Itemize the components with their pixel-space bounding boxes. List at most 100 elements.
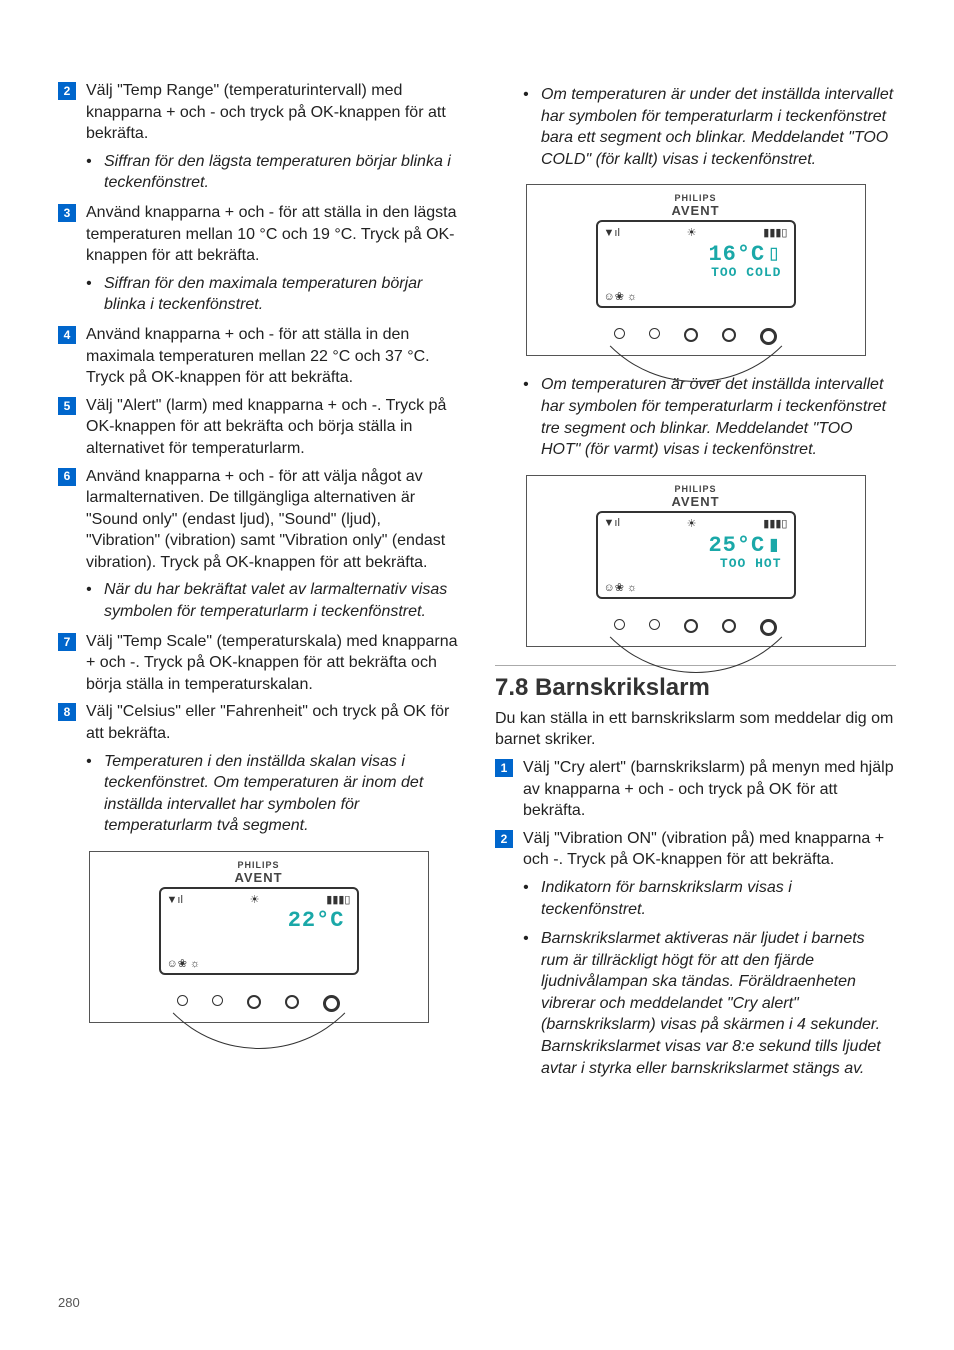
sun-icon: ☀ xyxy=(687,517,697,530)
bullet-icon: • xyxy=(86,151,104,194)
battery-icon: ▮▮▮▯ xyxy=(763,517,787,530)
step-number-badge: 1 xyxy=(495,759,513,777)
step-number-badge: 2 xyxy=(495,830,513,848)
device-1: PHILIPS AVENT ▼ıl ☀ ▮▮▮▯ 22°C ☺❀ ☼ xyxy=(159,860,359,1012)
sub-bullet-item: •Indikatorn för barnskrikslarm visas i t… xyxy=(523,877,896,920)
brand-philips: PHILIPS xyxy=(159,860,359,870)
signal-icon: ▼ıl xyxy=(604,227,620,239)
step-number-badge: 6 xyxy=(58,468,76,486)
list-item: 3 Använd knapparna + och - för att ställa… xyxy=(58,202,459,267)
list-item: 2 Välj "Vibration ON" (vibration på) med … xyxy=(495,828,896,871)
step-text: Välj "Cry alert" (barnskrikslarm) på men… xyxy=(523,757,896,822)
screen-icons: ☺❀ ☼ xyxy=(167,957,201,970)
device-button[interactable] xyxy=(177,995,188,1006)
step-number-badge: 4 xyxy=(58,326,76,344)
temp-message: TOO COLD xyxy=(604,265,782,280)
sub-text: Siffran för den lägsta temperaturen börj… xyxy=(104,151,459,194)
device-buttons xyxy=(159,995,359,1012)
sub-bullet-item: •Om temperaturen är under det inställda … xyxy=(523,84,896,170)
device-button[interactable] xyxy=(684,619,698,633)
list-item: 7 Välj "Temp Scale" (temperaturskala) med… xyxy=(58,631,459,696)
sub-bullet-item: •Siffran för den lägsta temperaturen bör… xyxy=(86,151,459,194)
brand-philips: PHILIPS xyxy=(596,484,796,494)
list-item: 5 Välj "Alert" (larm) med knapparna + och… xyxy=(58,395,459,460)
step-text: Använd knapparna + och - för att ställa … xyxy=(86,324,459,389)
temp-message: TOO HOT xyxy=(604,556,782,571)
screen-icons: ☺❀ ☼ xyxy=(604,581,638,594)
device-button[interactable] xyxy=(285,995,299,1009)
step-text: Använd knapparna + och - för att ställa … xyxy=(86,202,459,267)
page-number: 280 xyxy=(58,1295,80,1310)
page-columns: 2 Välj "Temp Range" (temperaturintervall)… xyxy=(58,80,896,1087)
list-item: 6 Använd knapparna + och - för att välja … xyxy=(58,466,459,574)
device-button[interactable] xyxy=(722,619,736,633)
sub-text: Temperaturen i den inställda skalan visa… xyxy=(104,751,459,837)
step-text: Välj "Temp Scale" (temperaturskala) med … xyxy=(86,631,459,696)
step-number-badge: 8 xyxy=(58,703,76,721)
step-number-badge: 2 xyxy=(58,82,76,100)
device-figure-1: PHILIPS AVENT ▼ıl ☀ ▮▮▮▯ 22°C ☺❀ ☼ xyxy=(89,851,429,1023)
brand-philips: PHILIPS xyxy=(596,193,796,203)
step-text: Välj "Temp Range" (temperaturintervall) … xyxy=(86,80,459,145)
brand-avent: AVENT xyxy=(596,494,796,509)
temp-value: 25°C▮ xyxy=(604,532,782,558)
step-text: Välj "Alert" (larm) med knapparna + och … xyxy=(86,395,459,460)
step-number-badge: 3 xyxy=(58,204,76,222)
device-button[interactable] xyxy=(212,995,223,1006)
device-screen: ▼ıl ☀ ▮▮▮▯ 22°C ☺❀ ☼ xyxy=(159,887,359,975)
device-2: PHILIPS AVENT ▼ıl ☀ ▮▮▮▯ 16°C▯ TOO COLD … xyxy=(596,193,796,345)
sub-text: Om temperaturen är över det inställda in… xyxy=(541,374,896,460)
sub-text: Siffran för den maximala temperaturen bö… xyxy=(104,273,459,316)
sub-text: Om temperaturen är under det inställda i… xyxy=(541,84,896,170)
step-text: Välj "Celsius" eller "Fahrenheit" och tr… xyxy=(86,701,459,744)
device-button[interactable] xyxy=(684,328,698,342)
signal-icon: ▼ıl xyxy=(167,894,183,906)
bullet-icon: • xyxy=(86,273,104,316)
device-3: PHILIPS AVENT ▼ıl ☀ ▮▮▮▯ 25°C▮ TOO HOT ☺… xyxy=(596,484,796,636)
step-number-badge: 5 xyxy=(58,397,76,415)
temp-value: 16°C▯ xyxy=(604,241,782,267)
list-item: 4 Använd knapparna + och - för att ställa… xyxy=(58,324,459,389)
left-column: 2 Välj "Temp Range" (temperaturintervall)… xyxy=(58,80,459,1087)
list-item: 1 Välj "Cry alert" (barnskrikslarm) på me… xyxy=(495,757,896,822)
device-button[interactable] xyxy=(614,619,625,630)
device-buttons xyxy=(596,619,796,636)
bullet-icon: • xyxy=(523,877,541,920)
device-button[interactable] xyxy=(722,328,736,342)
device-button[interactable] xyxy=(614,328,625,339)
sub-bullet-item: •Om temperaturen är över det inställda i… xyxy=(523,374,896,460)
step-number-badge: 7 xyxy=(58,633,76,651)
battery-icon: ▮▮▮▯ xyxy=(326,893,350,906)
step-text: Använd knapparna + och - för att välja n… xyxy=(86,466,459,574)
section-intro: Du kan ställa in ett barnskrikslarm som … xyxy=(495,708,896,751)
bullet-icon: • xyxy=(86,751,104,837)
screen-icons: ☺❀ ☼ xyxy=(604,290,638,303)
bullet-icon: • xyxy=(523,84,541,170)
device-button[interactable] xyxy=(760,328,777,345)
device-buttons xyxy=(596,328,796,345)
device-screen: ▼ıl ☀ ▮▮▮▯ 16°C▯ TOO COLD ☺❀ ☼ xyxy=(596,220,796,308)
sub-text: När du har bekräftat valet av larmaltern… xyxy=(104,579,459,622)
section-heading: 7.8 Barnskrikslarm xyxy=(495,665,896,702)
device-figure-2: PHILIPS AVENT ▼ıl ☀ ▮▮▮▯ 16°C▯ TOO COLD … xyxy=(526,184,866,356)
device-screen: ▼ıl ☀ ▮▮▮▯ 25°C▮ TOO HOT ☺❀ ☼ xyxy=(596,511,796,599)
device-figure-3: PHILIPS AVENT ▼ıl ☀ ▮▮▮▯ 25°C▮ TOO HOT ☺… xyxy=(526,475,866,647)
sub-bullet-item: •Siffran för den maximala temperaturen b… xyxy=(86,273,459,316)
sub-bullet-item: •När du har bekräftat valet av larmalter… xyxy=(86,579,459,622)
list-item: 2 Välj "Temp Range" (temperaturintervall)… xyxy=(58,80,459,145)
bullet-icon: • xyxy=(523,374,541,460)
sub-text: Indikatorn för barnskrikslarm visas i te… xyxy=(541,877,896,920)
list-item: 8 Välj "Celsius" eller "Fahrenheit" och t… xyxy=(58,701,459,744)
device-button[interactable] xyxy=(649,619,660,630)
brand-avent: AVENT xyxy=(159,870,359,885)
device-button[interactable] xyxy=(323,995,340,1012)
sub-bullet-item: •Temperaturen i den inställda skalan vis… xyxy=(86,751,459,837)
sub-text: Barnskrikslarmet aktiveras när ljudet i … xyxy=(541,928,896,1079)
device-button[interactable] xyxy=(760,619,777,636)
device-button[interactable] xyxy=(247,995,261,1009)
step-text: Välj "Vibration ON" (vibration på) med k… xyxy=(523,828,896,871)
battery-icon: ▮▮▮▯ xyxy=(763,226,787,239)
brand-avent: AVENT xyxy=(596,203,796,218)
device-button[interactable] xyxy=(649,328,660,339)
sub-bullet-item: •Barnskrikslarmet aktiveras när ljudet i… xyxy=(523,928,896,1079)
